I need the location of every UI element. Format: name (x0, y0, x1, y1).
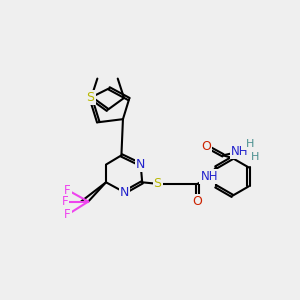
Text: S: S (154, 177, 162, 190)
Text: H: H (251, 152, 260, 162)
Text: F: F (64, 184, 71, 196)
Text: F: F (62, 195, 68, 208)
Text: N: N (120, 186, 129, 199)
Text: S: S (87, 91, 94, 104)
Text: O: O (193, 195, 202, 208)
Text: NH: NH (200, 170, 218, 183)
Text: H: H (246, 139, 254, 149)
Text: NH: NH (231, 145, 249, 158)
Text: O: O (201, 140, 211, 153)
Text: N: N (136, 158, 145, 171)
Text: F: F (64, 208, 71, 221)
